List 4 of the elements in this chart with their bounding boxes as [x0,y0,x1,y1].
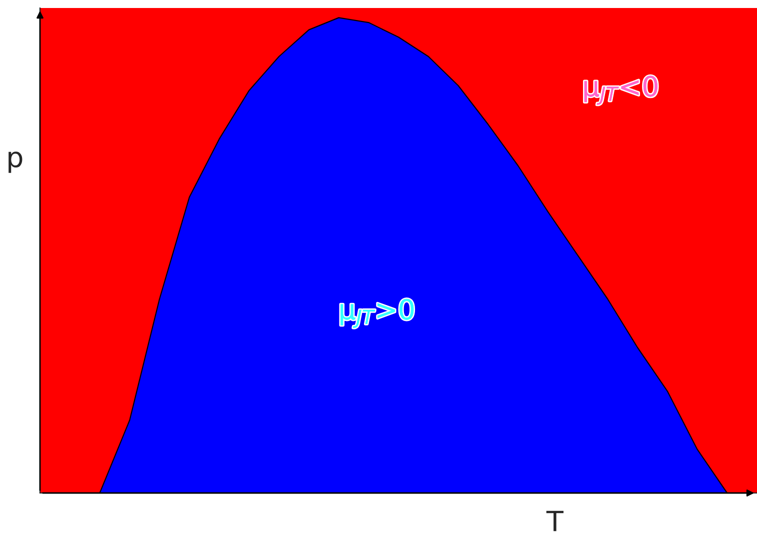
y-axis-title: p [8,152,22,173]
annotation: μ$_{JT}$>0 [340,298,414,328]
x-axis-title: T [546,510,564,532]
annotation: μ$_{JT}$<0 [584,76,658,105]
